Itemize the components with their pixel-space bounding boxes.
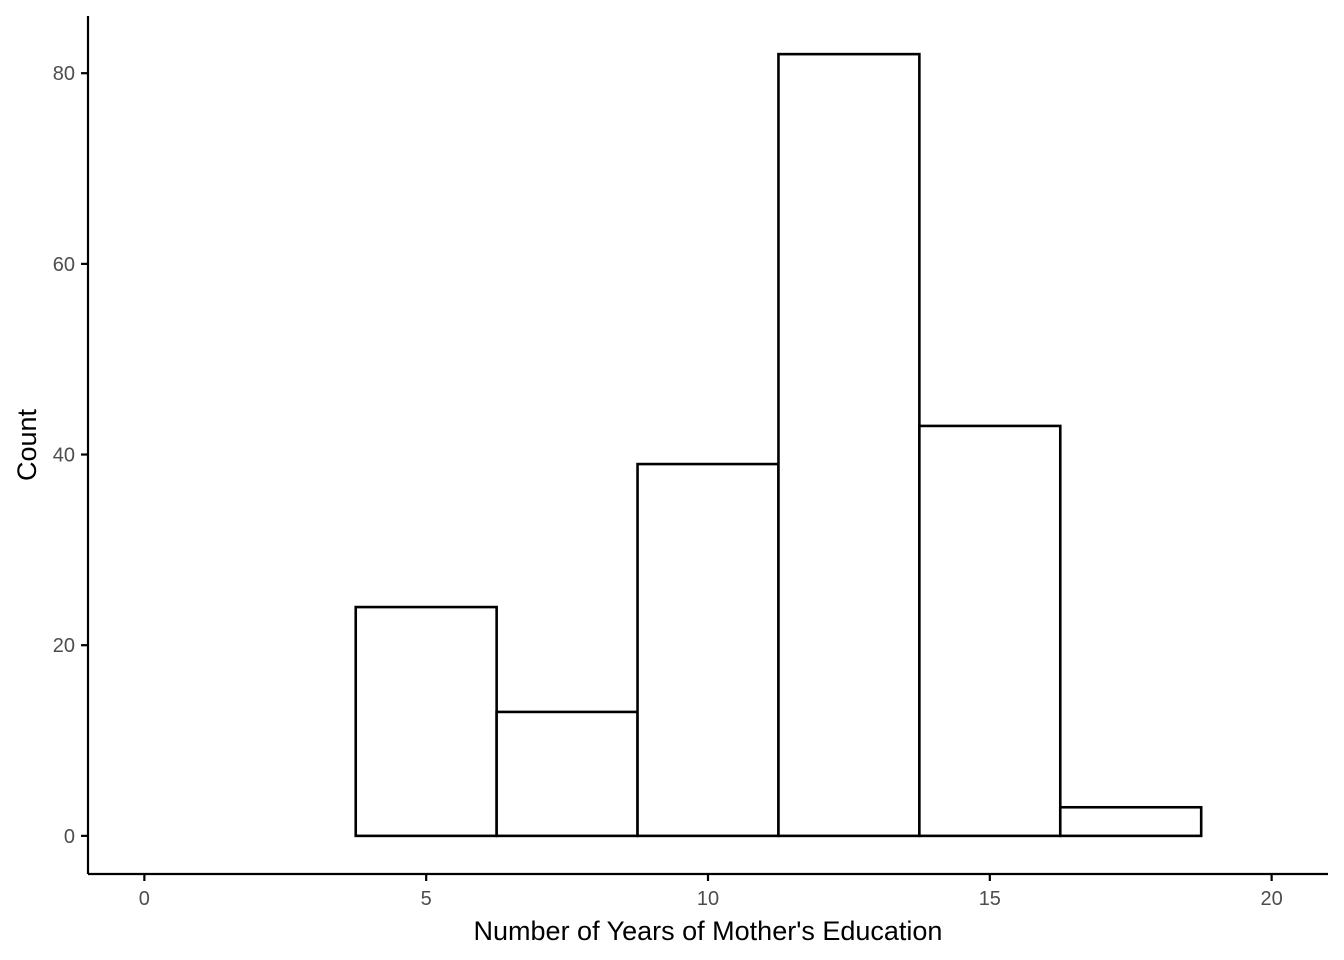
x-tick-label: 20 <box>1261 888 1283 910</box>
y-axis-title: Count <box>12 408 42 481</box>
y-tick-label: 20 <box>53 635 75 657</box>
y-tick-label: 80 <box>53 63 75 85</box>
x-tick-label: 10 <box>697 888 719 910</box>
histogram-bar <box>918 424 1062 838</box>
bars-group <box>354 52 1203 838</box>
x-tick-label: 15 <box>979 888 1001 910</box>
histogram-bar <box>354 605 498 838</box>
histogram-bar <box>495 710 639 838</box>
x-tick-label: 0 <box>139 888 150 910</box>
y-tick-label: 60 <box>53 254 75 276</box>
histogram-bar <box>636 462 780 838</box>
histogram-bar <box>777 52 921 838</box>
x-axis-title: Number of Years of Mother's Education <box>474 916 943 946</box>
histogram-bar <box>1058 805 1203 838</box>
y-tick-label: 0 <box>64 826 75 848</box>
y-tick-label: 40 <box>53 445 75 467</box>
y-axis-ticks: 0 20 40 60 80 <box>53 63 88 848</box>
x-axis-ticks: 0 5 10 15 20 <box>139 874 1283 910</box>
x-tick-label: 5 <box>421 888 432 910</box>
